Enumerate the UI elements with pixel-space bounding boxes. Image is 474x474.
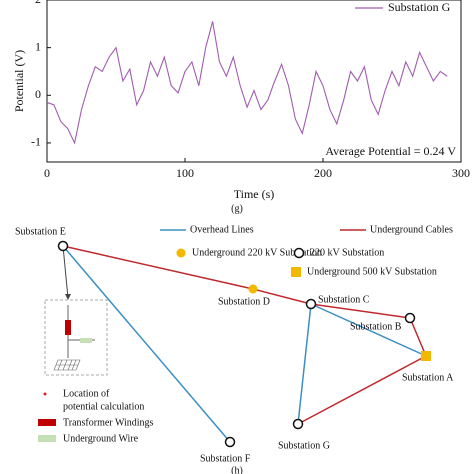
caption: (g) xyxy=(231,203,243,214)
legend-marker xyxy=(293,247,305,259)
annotation: Average Potential = 0.24 V xyxy=(325,144,456,158)
node-label: Substation C xyxy=(318,294,370,305)
legend-label: Underground 500 kV Substation xyxy=(307,266,437,277)
x-tick-label: 200 xyxy=(314,166,332,180)
node xyxy=(292,418,304,430)
x-tick-label: 300 xyxy=(452,166,470,180)
node xyxy=(57,240,69,252)
plot-frame xyxy=(46,0,462,163)
x-tick-label: 100 xyxy=(176,166,194,180)
node-label: Substation E xyxy=(15,226,66,237)
legend-label: Underground Wire xyxy=(63,433,139,444)
cable xyxy=(62,245,254,290)
diagram: Substation E Substation D Substation C S… xyxy=(15,224,454,474)
node-label: Substation A xyxy=(402,372,454,383)
legend-label: Underground 220 kV Substation xyxy=(192,247,322,258)
ground-grid xyxy=(53,359,81,371)
legend-label: 220 kV Substation xyxy=(310,247,384,258)
arrow-head xyxy=(65,294,71,300)
legend-label: Underground Cables xyxy=(370,224,453,235)
node xyxy=(404,312,416,324)
legend-label: Substation G xyxy=(388,0,451,14)
node xyxy=(421,351,431,361)
legend-marker xyxy=(176,248,186,258)
node xyxy=(224,436,236,448)
legend-label: Transformer Windings xyxy=(63,417,154,428)
transformer-winding xyxy=(65,320,71,335)
line-chart: Potential (V) Time (s) (g) Average Poten… xyxy=(12,0,470,214)
y-tick-label: 0 xyxy=(35,87,41,101)
legend-marker xyxy=(38,435,56,442)
cable xyxy=(252,288,312,305)
y-axis-label: Potential (V) xyxy=(12,50,26,112)
cable xyxy=(409,317,427,357)
x-axis-label: Time (s) xyxy=(234,187,275,201)
overhead-line xyxy=(310,303,427,357)
series-line xyxy=(46,21,448,145)
node-label: Substation D xyxy=(218,296,270,307)
node-label: Substation F xyxy=(200,453,251,464)
node-label: Substation B xyxy=(350,321,402,332)
legend-label: Overhead Lines xyxy=(190,224,254,235)
legend-label: potential calculation xyxy=(63,401,144,412)
legend-label: Location of xyxy=(63,388,110,399)
y-tick-label: -1 xyxy=(31,135,41,149)
cable xyxy=(297,355,427,425)
overhead-line xyxy=(297,303,312,425)
legend-marker xyxy=(291,267,301,277)
y-tick-label: 1 xyxy=(35,39,41,53)
underground-wire xyxy=(80,338,92,343)
node-label: Substation G xyxy=(278,440,330,451)
caption: (h) xyxy=(231,465,243,474)
overhead-line xyxy=(62,245,231,443)
legend-marker xyxy=(43,392,47,396)
y-tick-label: 2 xyxy=(35,0,41,6)
cable xyxy=(310,303,411,319)
x-tick-label: 0 xyxy=(44,166,50,180)
node xyxy=(305,298,317,310)
legend-marker xyxy=(38,419,56,426)
inset-box xyxy=(44,299,108,376)
node xyxy=(248,284,258,294)
arrow xyxy=(62,245,69,299)
